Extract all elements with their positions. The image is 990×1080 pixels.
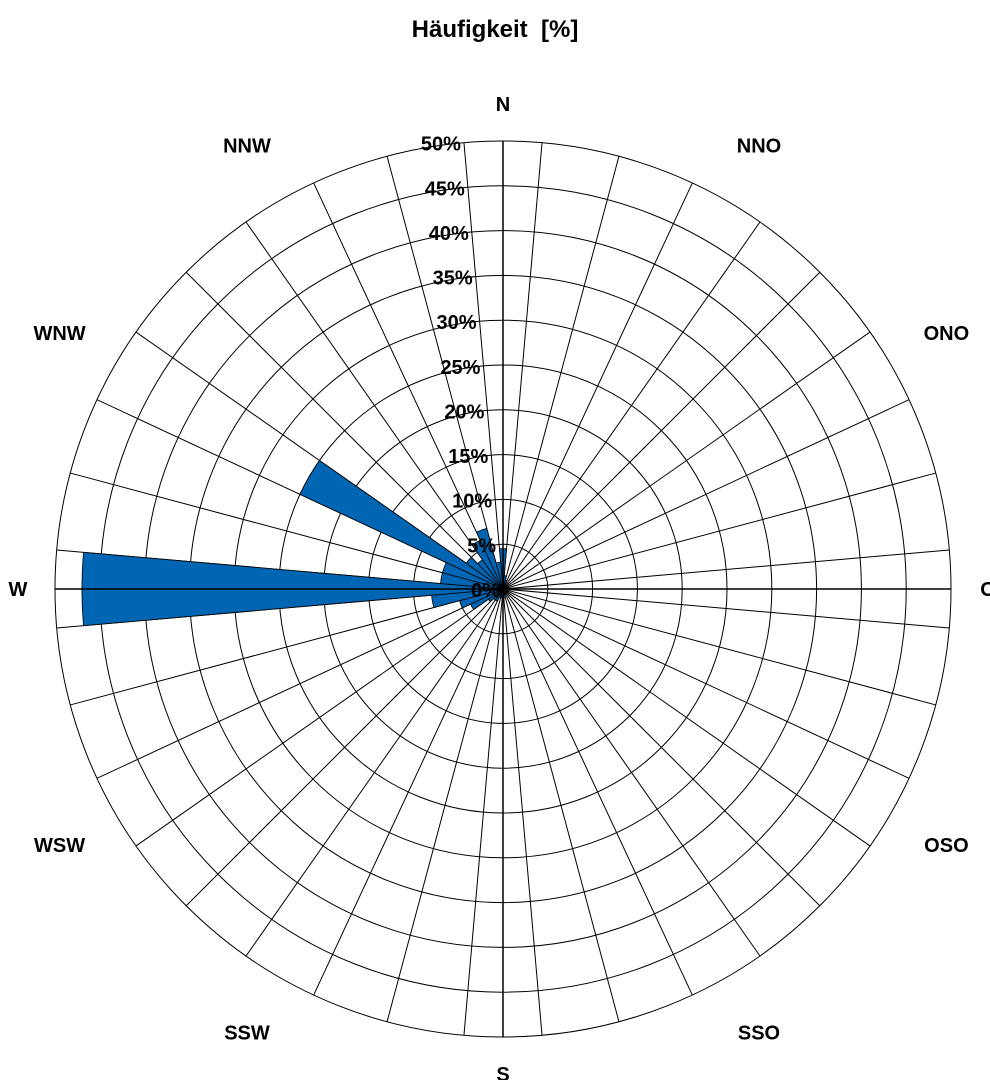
radial-tick-labels: 0% 5% 10% 15% 20% 25% 30% 35% 40% 45% 50%	[421, 134, 500, 602]
grid-spoke	[135, 588, 504, 847]
rose-bar	[475, 527, 504, 590]
grid-spoke	[70, 588, 504, 706]
grid-spoke	[502, 588, 950, 629]
radial-tick-label: 40%	[429, 223, 469, 245]
direction-label: ONO	[924, 323, 970, 345]
grid-spoke	[463, 588, 504, 1036]
radial-tick-label: 25%	[440, 357, 480, 379]
grid-spoke	[502, 588, 936, 706]
grid-spoke	[313, 588, 504, 996]
grid-spoke	[502, 399, 910, 590]
radial-tick-label: 50%	[421, 134, 461, 156]
direction-label: N	[496, 94, 510, 116]
grid-spoke	[502, 588, 693, 996]
direction-label: SSW	[224, 1022, 270, 1044]
grid-spoke	[463, 142, 504, 590]
rose-bar	[299, 459, 504, 590]
direction-label: NNW	[223, 136, 271, 158]
grid-spoke	[502, 588, 543, 1036]
radial-tick-label: 45%	[425, 178, 465, 200]
grid-spoke	[502, 182, 693, 590]
rose-bar	[495, 561, 504, 590]
radial-tick-label: 30%	[437, 312, 477, 334]
radial-tick-label: 10%	[452, 491, 492, 513]
frequency-bars	[81, 459, 508, 627]
radial-tick-label: 5%	[467, 535, 496, 557]
direction-label: WNW	[33, 323, 85, 345]
grid-spoke	[185, 271, 504, 590]
grid-spoke	[502, 588, 871, 847]
radial-tick-label: 0%	[471, 580, 500, 602]
grid-spoke	[502, 331, 871, 590]
direction-label: W	[9, 579, 28, 601]
radial-tick-label: 15%	[448, 446, 488, 468]
grid-spoke	[70, 472, 504, 590]
grid-spoke	[502, 221, 761, 590]
grid-spoke	[96, 588, 504, 779]
grid-spoke	[386, 156, 504, 590]
grid-spoke	[502, 549, 950, 590]
grid-spoke	[386, 588, 504, 1022]
grid-spoke	[502, 271, 821, 590]
grid-spoke	[502, 142, 543, 590]
direction-label: OSO	[924, 835, 968, 857]
chart-title: Häufigkeit [%]	[411, 16, 579, 43]
grid-spoke	[502, 588, 761, 957]
grid-spoke	[245, 588, 504, 957]
axis-lines	[55, 141, 951, 1037]
direction-label: O	[980, 579, 990, 601]
grid-spoke	[502, 588, 620, 1022]
radial-tick-label: 20%	[444, 401, 484, 423]
direction-labels: N NNO ONO O OSO SSO S SSW WSW W WNW NNW	[9, 94, 990, 1080]
grid-spoke	[502, 156, 620, 590]
grid-spoke	[245, 221, 504, 590]
direction-label: S	[496, 1064, 509, 1080]
direction-label: SSO	[738, 1022, 780, 1044]
rose-bar	[465, 556, 504, 590]
direction-label: NNO	[737, 136, 781, 158]
direction-label: WSW	[34, 835, 85, 857]
grid-spoke	[313, 182, 504, 590]
radial-tick-label: 35%	[433, 268, 473, 290]
grid-spoke	[502, 588, 910, 779]
grid-spoke	[502, 472, 936, 590]
grid-spoke	[185, 588, 504, 907]
grid-spoke	[502, 588, 821, 907]
